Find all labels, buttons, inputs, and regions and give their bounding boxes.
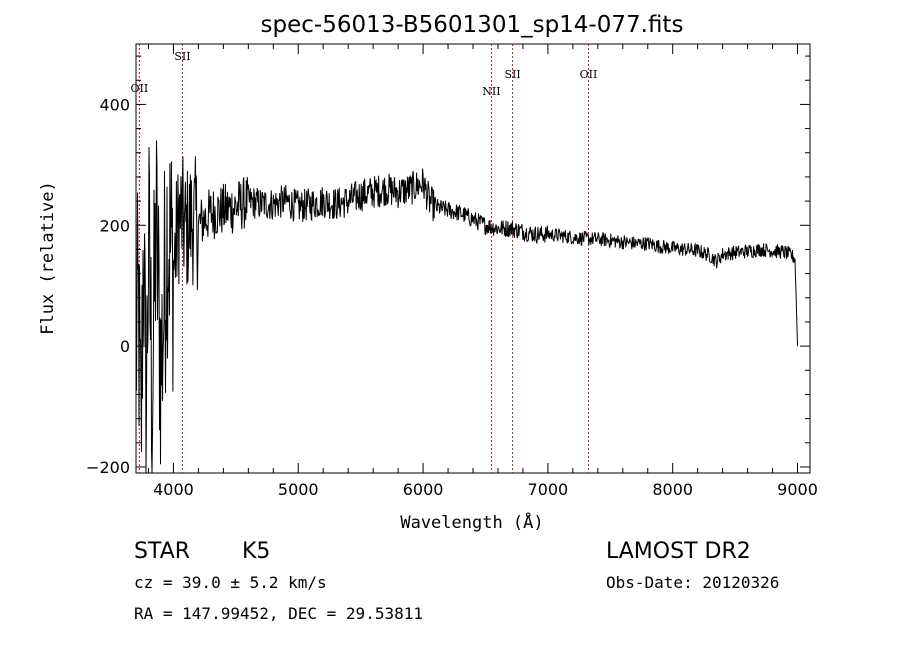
emission-line-label: OII <box>131 82 149 95</box>
y-axis-label: Flux (relative) <box>38 181 58 335</box>
observation-date: Obs-Date: 20120326 <box>606 573 779 592</box>
y-tick-label: −200 <box>86 458 130 477</box>
y-tick-label: 200 <box>99 216 130 235</box>
x-tick-label: 7000 <box>528 480 569 499</box>
y-tick-label: 0 <box>120 337 130 356</box>
emission-line-label: OII <box>580 68 598 81</box>
spectrum-line <box>135 140 798 474</box>
survey-name: LAMOST DR2 <box>606 539 751 564</box>
x-axis-label: Wavelength (Å) <box>400 511 543 533</box>
axis-tick-labels: 4000 5000 6000 7000 8000 9000 −200 0 200 400 <box>86 95 818 499</box>
redshift-velocity: cz = 39.0 ± 5.2 km/s <box>134 573 327 592</box>
object-class: STAR <box>134 539 190 564</box>
x-tick-label: 6000 <box>403 480 444 499</box>
x-tick-label: 9000 <box>777 480 818 499</box>
sky-coordinates: RA = 147.99452, DEC = 29.53811 <box>134 604 423 623</box>
x-tick-label: 4000 <box>153 480 194 499</box>
chart-title: spec-56013-B5601301_sp14-077.fits <box>261 12 684 38</box>
object-subclass: K5 <box>242 539 270 564</box>
x-tick-label: 5000 <box>278 480 319 499</box>
emission-line-label: SII <box>504 68 520 81</box>
y-tick-label: 400 <box>99 95 130 114</box>
emission-lines: OII SII NII SII OII <box>131 44 598 473</box>
emission-line-label: SII <box>174 50 190 63</box>
x-tick-label: 8000 <box>652 480 693 499</box>
emission-line-label: NII <box>482 85 500 98</box>
axis-ticks <box>136 44 810 473</box>
